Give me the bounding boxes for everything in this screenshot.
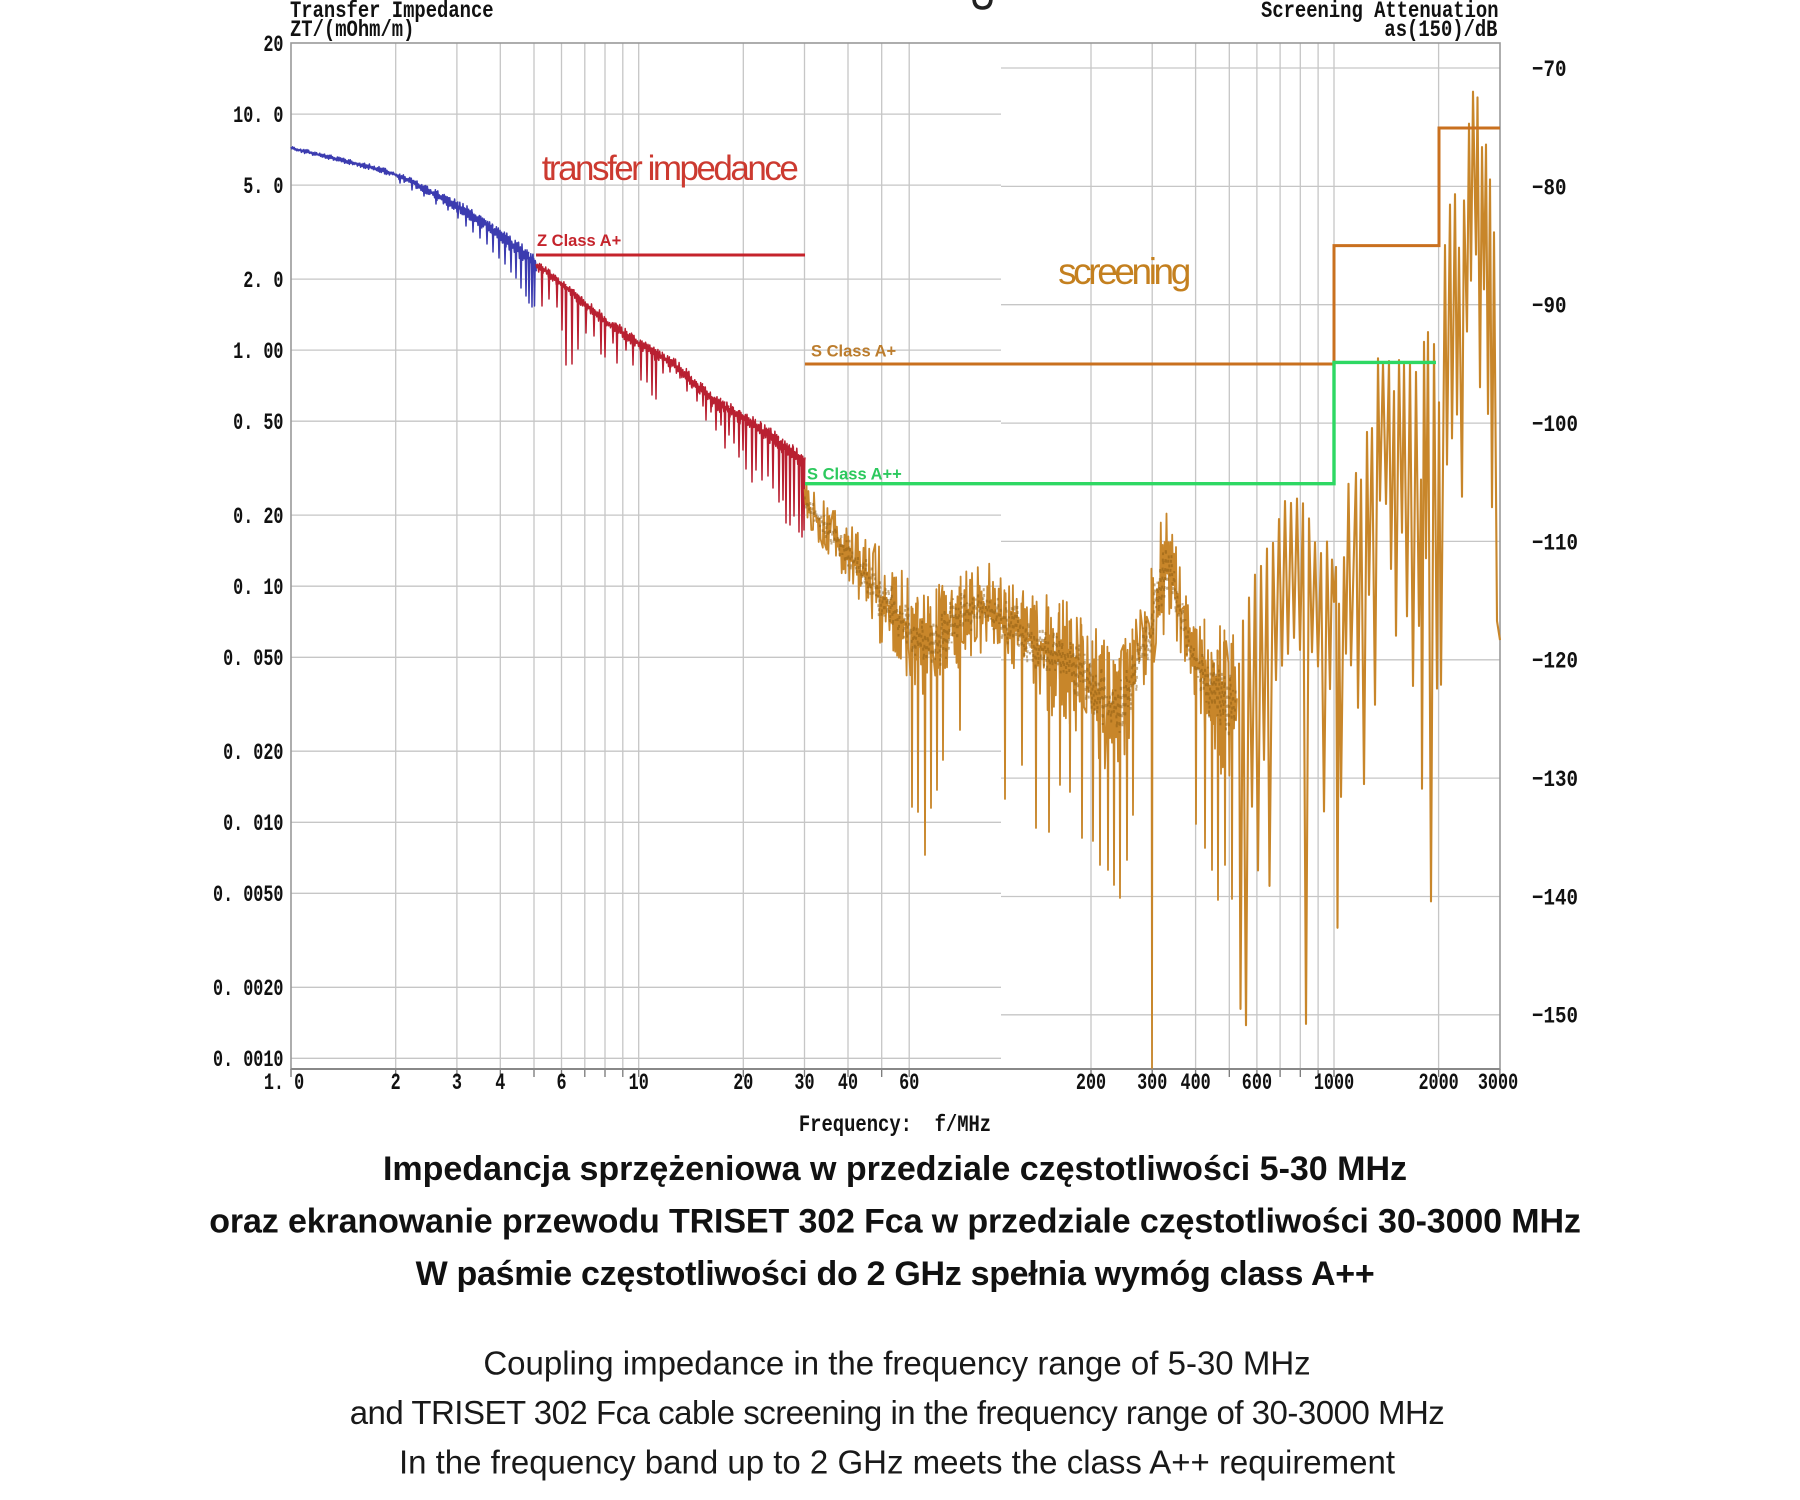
svg-text:2: 2	[391, 1071, 401, 1097]
svg-text:Frequency: f/MHz: Frequency: f/MHz	[799, 1112, 991, 1138]
svg-text:Z Class A+: Z Class A+	[537, 232, 621, 250]
svg-text:transfer impedance: transfer impedance	[542, 149, 798, 188]
svg-text:Transfer Impedance: Transfer Impedance	[290, 0, 494, 25]
svg-text:−90: −90	[1532, 294, 1566, 320]
svg-text:20: 20	[263, 33, 283, 59]
svg-text:−70: −70	[1532, 57, 1566, 83]
svg-text:60: 60	[899, 1071, 919, 1097]
svg-text:−100: −100	[1532, 412, 1578, 438]
svg-text:Coupling impedance in the freq: Coupling impedance in the frequency rang…	[483, 1345, 1310, 1382]
svg-text:ZT/(mOhm/m): ZT/(mOhm/m)	[290, 17, 414, 43]
svg-text:30: 30	[794, 1071, 814, 1097]
svg-text:−80: −80	[1532, 176, 1566, 202]
svg-text:5. 0: 5. 0	[243, 175, 283, 201]
svg-text:40: 40	[838, 1071, 858, 1097]
svg-text:3000: 3000	[1478, 1071, 1518, 1097]
svg-text:0. 0020: 0. 0020	[213, 977, 283, 1003]
svg-text:3: 3	[452, 1071, 462, 1097]
svg-text:1. 00: 1. 00	[233, 340, 283, 366]
svg-text:S Class A+: S Class A+	[811, 343, 896, 361]
svg-text:10. 0: 10. 0	[233, 104, 283, 130]
svg-text:Impedancja sprzężeniowa w prze: Impedancja sprzężeniowa w przedziale czę…	[383, 1150, 1407, 1188]
svg-text:0. 020: 0. 020	[223, 741, 283, 767]
svg-text:−110: −110	[1532, 531, 1578, 557]
svg-text:0. 050: 0. 050	[223, 647, 283, 673]
svg-text:1. 0: 1. 0	[264, 1071, 304, 1097]
svg-text:20: 20	[733, 1071, 753, 1097]
svg-text:0. 0050: 0. 0050	[213, 883, 283, 909]
svg-text:W paśmie częstotliwości do 2 G: W paśmie częstotliwości do 2 GHz spełnia…	[416, 1255, 1375, 1293]
svg-text:Screening Attenuation: Screening Attenuation	[1261, 0, 1498, 25]
svg-text:2000: 2000	[1418, 1071, 1458, 1097]
svg-text:600: 600	[1242, 1071, 1272, 1097]
svg-text:400: 400	[1180, 1071, 1210, 1097]
svg-text:screening: screening	[1058, 251, 1190, 292]
svg-text:0. 0010: 0. 0010	[213, 1048, 283, 1074]
svg-text:oraz ekranowanie przewodu TRIS: oraz ekranowanie przewodu TRISET 302 Fca…	[209, 1203, 1581, 1241]
svg-text:−140: −140	[1532, 886, 1578, 912]
svg-text:S Class A++: S Class A++	[807, 466, 902, 484]
svg-text:200: 200	[1076, 1071, 1106, 1097]
svg-text:−120: −120	[1532, 649, 1578, 675]
svg-text:and TRISET 302 Fca cable scree: and TRISET 302 Fca cable screening in th…	[350, 1394, 1445, 1431]
svg-text:6: 6	[556, 1071, 566, 1097]
svg-text:0. 10: 0. 10	[233, 576, 283, 602]
svg-text:−150: −150	[1532, 1004, 1578, 1030]
svg-text:4: 4	[495, 1071, 505, 1097]
svg-text:−130: −130	[1532, 768, 1578, 794]
svg-text:300: 300	[1137, 1071, 1167, 1097]
svg-text:0. 010: 0. 010	[223, 812, 283, 838]
svg-text:10: 10	[629, 1071, 649, 1097]
svg-text:0. 50: 0. 50	[233, 411, 283, 437]
svg-text:as(150)/dB: as(150)/dB	[1384, 17, 1497, 43]
svg-text:In the frequency band up to 2: In the frequency band up to 2 GHz meets …	[399, 1444, 1395, 1481]
svg-text:0. 20: 0. 20	[233, 505, 283, 531]
svg-text:2. 0: 2. 0	[243, 269, 283, 295]
svg-text:1000: 1000	[1314, 1071, 1354, 1097]
